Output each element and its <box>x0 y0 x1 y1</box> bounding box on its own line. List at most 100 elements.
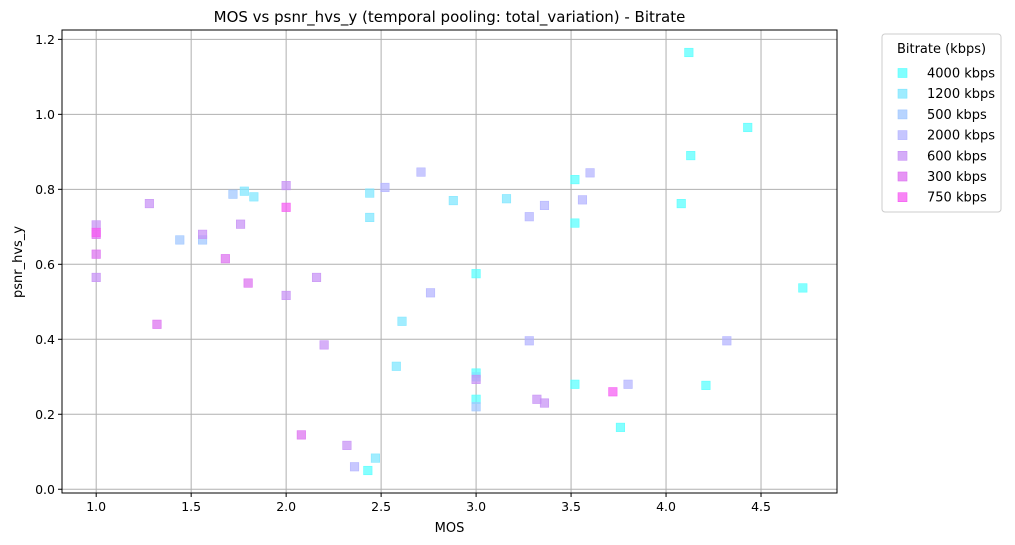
y-axis-label: psnr_hvs_y <box>11 226 26 298</box>
data-point <box>144 199 154 209</box>
legend-swatch <box>897 171 908 182</box>
data-point <box>380 182 390 193</box>
x-tick-label: 2.0 <box>276 499 296 514</box>
data-point <box>532 394 542 404</box>
data-point <box>365 212 375 222</box>
y-tick-label: 1.2 <box>35 32 55 47</box>
legend-item: 500 kbps <box>897 108 987 123</box>
y-tick-label: 0.0 <box>35 482 55 497</box>
legend-title: Bitrate (kbps) <box>897 42 986 57</box>
data-point <box>243 278 253 288</box>
series-500-kbps <box>175 189 481 412</box>
data-point <box>448 196 458 206</box>
data-point <box>281 181 291 191</box>
legend-swatch <box>897 130 908 140</box>
data-point <box>152 319 162 329</box>
x-tick-label: 2.5 <box>371 499 391 514</box>
data-point <box>249 192 259 202</box>
data-point <box>608 387 618 397</box>
legend-swatch <box>897 88 908 99</box>
data-point <box>370 453 380 463</box>
x-axis-ticks: 1.0 1.5 2.0 2.5 3.0 3.5 4.0 4.5 <box>86 493 771 514</box>
legend-label: 2000 kbps <box>927 129 995 144</box>
data-point <box>236 219 246 229</box>
data-point <box>684 47 694 58</box>
legend-items: 4000 kbps 1200 kbps 500 kbps 2000 kbps 600 k… <box>897 67 995 206</box>
legend-label: 600 kbps <box>927 149 987 164</box>
legend-box <box>881 33 1002 213</box>
data-point <box>686 151 696 161</box>
data-point <box>623 379 633 389</box>
y-tick-label: 0.8 <box>35 182 55 197</box>
data-point <box>228 189 238 199</box>
series-4000-kbps <box>363 47 808 476</box>
y-tick-label: 0.2 <box>35 407 55 422</box>
series-750-kbps <box>91 202 618 397</box>
x-axis-label: MOS <box>435 521 465 536</box>
chart-title: MOS vs psnr_hvs_y (temporal pooling: tot… <box>214 8 686 27</box>
data-points <box>91 47 808 476</box>
series-2000-kbps <box>349 167 732 472</box>
data-point <box>311 272 322 282</box>
data-point <box>722 336 732 346</box>
series-300-kbps <box>91 229 306 440</box>
legend-item: 300 kbps <box>897 170 987 185</box>
legend-item: 600 kbps <box>897 149 987 164</box>
y-tick-label: 0.4 <box>35 332 55 347</box>
data-point <box>570 175 580 185</box>
legend-swatch <box>897 192 908 202</box>
data-point <box>365 188 375 198</box>
data-point <box>281 290 291 300</box>
data-point <box>615 422 626 432</box>
legend-item: 2000 kbps <box>897 129 995 144</box>
data-point <box>239 186 249 196</box>
legend: Bitrate (kbps) 4000 kbps 1200 kbps 500 kbp… <box>881 33 1002 213</box>
data-point <box>91 249 101 259</box>
series-600-kbps <box>91 181 550 450</box>
data-point <box>363 465 373 476</box>
data-point <box>91 227 101 237</box>
data-point <box>501 194 512 204</box>
data-point <box>798 283 808 293</box>
legend-swatch <box>897 68 908 78</box>
legend-label: 500 kbps <box>927 108 987 123</box>
x-tick-label: 1.0 <box>86 499 106 514</box>
data-point <box>743 122 753 133</box>
y-axis-ticks: 0.0 0.2 0.4 0.6 0.8 1.0 1.2 <box>35 32 62 497</box>
grid-lines <box>62 30 837 493</box>
data-point <box>524 212 534 222</box>
data-point <box>391 361 401 371</box>
data-point <box>342 440 352 450</box>
legend-swatch <box>897 151 908 161</box>
legend-label: 300 kbps <box>927 170 987 185</box>
legend-label: 4000 kbps <box>927 67 995 82</box>
data-point <box>471 269 481 279</box>
series-1200-kbps <box>239 186 512 463</box>
x-tick-label: 4.0 <box>656 499 676 514</box>
x-tick-label: 3.0 <box>466 499 486 514</box>
data-point <box>471 374 481 384</box>
legend-swatch <box>897 109 908 120</box>
data-point <box>585 168 595 178</box>
y-tick-label: 1.0 <box>35 107 55 122</box>
data-point <box>570 218 580 228</box>
data-point <box>220 254 230 264</box>
data-point <box>416 167 426 177</box>
data-point <box>91 272 101 282</box>
plot-frame <box>61 29 838 494</box>
data-point <box>524 336 534 346</box>
legend-label: 1200 kbps <box>927 87 995 102</box>
data-point <box>539 398 550 408</box>
data-point <box>349 462 360 472</box>
data-point <box>319 340 329 350</box>
data-point <box>397 316 407 326</box>
data-point <box>198 229 208 239</box>
legend-item: 1200 kbps <box>897 87 995 102</box>
data-point <box>281 202 291 212</box>
legend-item: 4000 kbps <box>897 67 995 82</box>
data-point <box>701 380 711 390</box>
legend-label: 750 kbps <box>927 191 987 206</box>
y-tick-label: 0.6 <box>35 257 55 272</box>
legend-item: 750 kbps <box>897 191 987 206</box>
